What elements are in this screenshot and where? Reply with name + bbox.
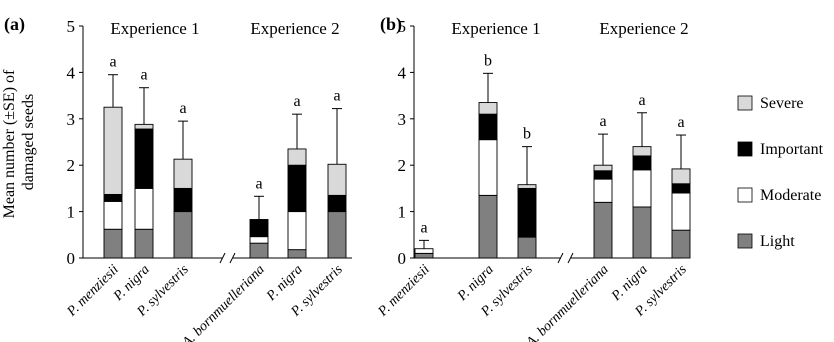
legend-swatch-severe	[737, 95, 753, 111]
bar-segment-moderate	[287, 211, 307, 251]
bar-segment-moderate	[593, 178, 613, 203]
bar-segment-important	[593, 170, 613, 180]
bar-segment-severe	[134, 123, 154, 130]
bar-segment-severe	[593, 164, 613, 172]
y-tick-label: 0	[67, 249, 76, 268]
legend-swatch-light	[737, 233, 753, 249]
y-tick-label: 4	[67, 63, 76, 82]
significance-letter: a	[420, 219, 427, 236]
significance-letter: a	[599, 113, 606, 130]
bar-segment-moderate	[632, 169, 652, 208]
y-axis-label-line1: Mean number (±SE) of	[1, 69, 18, 218]
bar-segment-light	[134, 228, 154, 259]
bar-segment-light	[517, 236, 537, 259]
bar-segment-important	[134, 128, 154, 189]
bar-segment-severe	[517, 184, 537, 189]
significance-letter: a	[293, 93, 300, 110]
bar-segment-important	[173, 187, 193, 213]
bar-segment-important	[478, 113, 498, 141]
legend-item-severe: Severe	[737, 95, 804, 112]
significance-letter: a	[140, 67, 147, 84]
bar-segment-moderate	[414, 248, 434, 254]
panel-label-b: (b)	[380, 14, 402, 35]
bar-segment-moderate	[671, 192, 691, 231]
legend-label-severe: Severe	[760, 95, 804, 112]
y-tick-label: 0	[398, 249, 407, 268]
significance-letter: a	[109, 54, 116, 71]
y-tick-label: 1	[398, 203, 407, 222]
y-tick-label: 3	[398, 110, 407, 129]
significance-letter: b	[484, 52, 492, 69]
bar-segment-important	[632, 155, 652, 171]
axis-break-mark	[219, 252, 226, 264]
significance-letter: a	[179, 100, 186, 117]
bar-segment-moderate	[103, 200, 123, 230]
bar-segment-important	[249, 219, 269, 238]
bar-segment-light	[173, 211, 193, 259]
bar-segment-severe	[287, 148, 307, 166]
legend-label-light: Light	[760, 233, 795, 250]
bar-segment-important	[103, 193, 123, 202]
legend-label-moderate: Moderate	[760, 187, 821, 204]
bar-segment-severe	[478, 102, 498, 115]
axis-break-mark	[557, 252, 564, 264]
significance-letter: a	[333, 88, 340, 105]
y-tick-label: 2	[67, 156, 76, 175]
bar-segment-severe	[103, 106, 123, 195]
panel-label-a: (a)	[4, 14, 25, 35]
bar-segment-moderate	[478, 139, 498, 196]
legend-swatch-important	[737, 141, 753, 157]
y-tick-label: 3	[67, 110, 76, 129]
x-category-label: P. menziesii	[375, 262, 433, 320]
bar-segment-light	[287, 249, 307, 259]
bar-segment-severe	[327, 163, 347, 196]
bar-segment-light	[103, 228, 123, 259]
y-tick-label: 5	[398, 17, 407, 36]
bar-segment-severe	[632, 146, 652, 157]
significance-letter: a	[677, 114, 684, 131]
y-tick-label: 1	[67, 203, 76, 222]
axis-break-mark	[567, 252, 574, 264]
bar-segment-severe	[671, 168, 691, 185]
legend-label-important: Important	[760, 141, 824, 158]
bar-segment-light	[478, 194, 498, 259]
legend-item-important: Important	[737, 141, 824, 158]
y-axis-label-line2: damaged seeds	[20, 94, 37, 190]
significance-letter: a	[255, 175, 262, 192]
significance-letter: a	[638, 92, 645, 109]
bar-segment-moderate	[134, 187, 154, 230]
y-tick-label: 5	[67, 17, 76, 36]
bar-segment-important	[327, 194, 347, 213]
group-title: Experience 2	[599, 19, 688, 38]
x-category-label: A. bornmuelleriana	[523, 262, 612, 342]
y-axis-label: Mean number (±SE) of damaged seeds	[1, 66, 37, 219]
y-tick-label: 2	[398, 156, 407, 175]
bar-segment-light	[671, 229, 691, 259]
bar-segment-light	[327, 211, 347, 259]
panel-b: (b) 0 1 2 3 4 5 Experience 1 Experience 2 a P. men…	[375, 14, 691, 342]
group-title: Experience 1	[110, 19, 199, 38]
bar-segment-important	[671, 183, 691, 194]
group-title: Experience 2	[250, 19, 339, 38]
x-category-label: A. bornmuelleriana	[179, 262, 268, 342]
bar-segment-light	[249, 242, 269, 259]
bar-segment-moderate	[249, 236, 269, 244]
significance-letter: b	[523, 126, 531, 143]
legend-swatch-moderate	[737, 187, 753, 203]
y-tick-label: 4	[398, 63, 407, 82]
bar-segment-important	[287, 164, 307, 213]
axis-break-mark	[229, 252, 236, 264]
bar-segment-important	[517, 187, 537, 238]
bar-segment-light	[632, 206, 652, 259]
legend-item-light: Light	[737, 233, 795, 250]
bar-segment-light	[414, 252, 434, 259]
group-title: Experience 1	[451, 19, 540, 38]
legend: Severe Important Moderate Light	[737, 95, 824, 250]
bar-segment-severe	[173, 158, 193, 189]
legend-item-moderate: Moderate	[737, 187, 821, 204]
bar-segment-light	[593, 201, 613, 259]
